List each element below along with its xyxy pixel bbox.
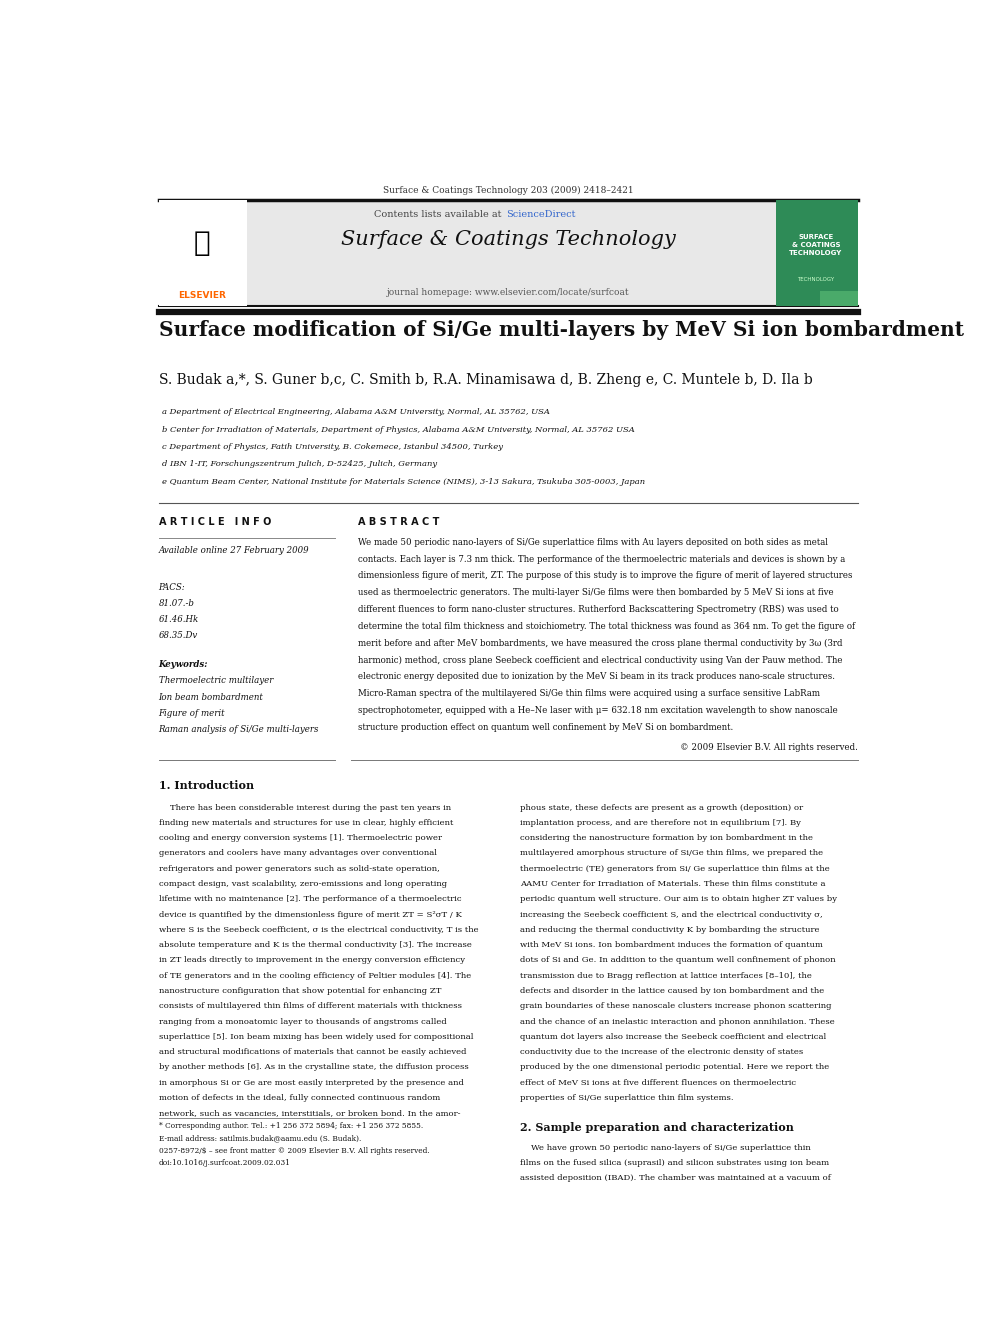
Text: network, such as vacancies, interstitials, or broken bond. In the amor-: network, such as vacancies, interstitial…	[159, 1109, 460, 1117]
Text: and structural modifications of materials that cannot be easily achieved: and structural modifications of material…	[159, 1048, 466, 1056]
Text: Thermoelectric multilayer: Thermoelectric multilayer	[159, 676, 273, 685]
Text: A B S T R A C T: A B S T R A C T	[358, 517, 439, 528]
Text: lifetime with no maintenance [2]. The performance of a thermoelectric: lifetime with no maintenance [2]. The pe…	[159, 896, 461, 904]
Text: E-mail address: satilmis.budak@aamu.edu (S. Budak).: E-mail address: satilmis.budak@aamu.edu …	[159, 1135, 361, 1143]
Text: S. Budak a,*, S. Guner b,c, C. Smith b, R.A. Minamisawa d, B. Zheng e, C. Muntel: S. Budak a,*, S. Guner b,c, C. Smith b, …	[159, 373, 812, 386]
Text: 🌳: 🌳	[194, 229, 210, 257]
Text: a Department of Electrical Engineering, Alabama A&M University, Normal, AL 35762: a Department of Electrical Engineering, …	[163, 409, 551, 417]
Text: Available online 27 February 2009: Available online 27 February 2009	[159, 546, 310, 554]
Text: grain boundaries of these nanoscale clusters increase phonon scattering: grain boundaries of these nanoscale clus…	[520, 1003, 831, 1011]
Text: electronic energy deposited due to ionization by the MeV Si beam in its track pr: electronic energy deposited due to ioniz…	[358, 672, 835, 681]
Text: b Center for Irradiation of Materials, Department of Physics, Alabama A&M Univer: b Center for Irradiation of Materials, D…	[163, 426, 635, 434]
Text: considering the nanostructure formation by ion bombardment in the: considering the nanostructure formation …	[520, 835, 812, 843]
Text: There has been considerable interest during the past ten years in: There has been considerable interest dur…	[159, 803, 450, 811]
Text: transmission due to Bragg reflection at lattice interfaces [8–10], the: transmission due to Bragg reflection at …	[520, 971, 811, 980]
Text: used as thermoelectric generators. The multi-layer Si/Ge films were then bombard: used as thermoelectric generators. The m…	[358, 589, 834, 597]
Text: increasing the Seebeck coefficient S, and the electrical conductivity σ,: increasing the Seebeck coefficient S, an…	[520, 910, 822, 918]
Text: TECHNOLOGY: TECHNOLOGY	[798, 277, 834, 282]
Text: properties of Si/Ge superlattice thin film systems.: properties of Si/Ge superlattice thin fi…	[520, 1094, 733, 1102]
Text: motion of defects in the ideal, fully connected continuous random: motion of defects in the ideal, fully co…	[159, 1094, 439, 1102]
Text: We have grown 50 periodic nano-layers of Si/Ge superlattice thin: We have grown 50 periodic nano-layers of…	[520, 1144, 810, 1152]
Text: journal homepage: www.elsevier.com/locate/surfcoat: journal homepage: www.elsevier.com/locat…	[387, 288, 630, 298]
Text: in ZT leads directly to improvement in the energy conversion efficiency: in ZT leads directly to improvement in t…	[159, 957, 464, 964]
Text: films on the fused silica (suprasil) and silicon substrates using ion beam: films on the fused silica (suprasil) and…	[520, 1159, 829, 1167]
Text: dimensionless figure of merit, ZT. The purpose of this study is to improve the f: dimensionless figure of merit, ZT. The p…	[358, 572, 853, 581]
Text: quantum dot layers also increase the Seebeck coefficient and electrical: quantum dot layers also increase the See…	[520, 1033, 826, 1041]
Text: Raman analysis of Si/Ge multi-layers: Raman analysis of Si/Ge multi-layers	[159, 725, 319, 734]
Text: * Corresponding author. Tel.: +1 256 372 5894; fax: +1 256 372 5855.: * Corresponding author. Tel.: +1 256 372…	[159, 1122, 423, 1130]
Text: produced by the one dimensional periodic potential. Here we report the: produced by the one dimensional periodic…	[520, 1064, 829, 1072]
Text: d IBN 1-IT, Forschungszentrum Julich, D-52425, Julich, Germany: d IBN 1-IT, Forschungszentrum Julich, D-…	[163, 460, 437, 468]
Text: A R T I C L E   I N F O: A R T I C L E I N F O	[159, 517, 271, 528]
Text: AAMU Center for Irradiation of Materials. These thin films constitute a: AAMU Center for Irradiation of Materials…	[520, 880, 825, 888]
Bar	[776, 200, 858, 307]
Text: c Department of Physics, Fatih University, B. Cokemece, Istanbul 34500, Turkey: c Department of Physics, Fatih Universit…	[163, 443, 503, 451]
Text: contacts. Each layer is 7.3 nm thick. The performance of the thermoelectric mate: contacts. Each layer is 7.3 nm thick. Th…	[358, 554, 846, 564]
Text: doi:10.1016/j.surfcoat.2009.02.031: doi:10.1016/j.surfcoat.2009.02.031	[159, 1159, 291, 1167]
Text: © 2009 Elsevier B.V. All rights reserved.: © 2009 Elsevier B.V. All rights reserved…	[681, 744, 858, 753]
Text: multilayered amorphous structure of Si/Ge thin films, we prepared the: multilayered amorphous structure of Si/G…	[520, 849, 823, 857]
Text: cooling and energy conversion systems [1]. Thermoelectric power: cooling and energy conversion systems [1…	[159, 835, 441, 843]
Text: 68.35.Dv: 68.35.Dv	[159, 631, 197, 640]
Text: and the chance of an inelastic interaction and phonon annihilation. These: and the chance of an inelastic interacti…	[520, 1017, 834, 1025]
Text: 61.46.Hk: 61.46.Hk	[159, 615, 198, 624]
Text: with MeV Si ions. Ion bombardment induces the formation of quantum: with MeV Si ions. Ion bombardment induce…	[520, 941, 822, 949]
Text: 0257-8972/$ – see front matter © 2009 Elsevier B.V. All rights reserved.: 0257-8972/$ – see front matter © 2009 El…	[159, 1147, 430, 1155]
Text: SURFACE
& COATINGS
TECHNOLOGY: SURFACE & COATINGS TECHNOLOGY	[790, 234, 842, 255]
Text: Surface modification of Si/Ge multi-layers by MeV Si ion bombardment: Surface modification of Si/Ge multi-laye…	[159, 320, 963, 340]
Text: of TE generators and in the cooling efficiency of Peltier modules [4]. The: of TE generators and in the cooling effi…	[159, 971, 471, 980]
Text: nanostructure configuration that show potential for enhancing ZT: nanostructure configuration that show po…	[159, 987, 441, 995]
Text: and reducing the thermal conductivity K by bombarding the structure: and reducing the thermal conductivity K …	[520, 926, 819, 934]
Text: e Quantum Beam Center, National Institute for Materials Science (NIMS), 3-13 Sak: e Quantum Beam Center, National Institut…	[163, 478, 646, 486]
Text: finding new materials and structures for use in clear, highly efficient: finding new materials and structures for…	[159, 819, 453, 827]
Text: compact design, vast scalability, zero-emissions and long operating: compact design, vast scalability, zero-e…	[159, 880, 446, 888]
Text: periodic quantum well structure. Our aim is to obtain higher ZT values by: periodic quantum well structure. Our aim…	[520, 896, 837, 904]
Text: Keywords:: Keywords:	[159, 660, 208, 669]
Text: ScienceDirect: ScienceDirect	[506, 209, 575, 218]
Text: defects and disorder in the lattice caused by ion bombardment and the: defects and disorder in the lattice caus…	[520, 987, 824, 995]
Text: superlattice [5]. Ion beam mixing has been widely used for compositional: superlattice [5]. Ion beam mixing has be…	[159, 1033, 473, 1041]
Text: Micro-Raman spectra of the multilayered Si/Ge thin films were acquired using a s: Micro-Raman spectra of the multilayered …	[358, 689, 820, 699]
Text: harmonic) method, cross plane Seebeck coefficient and electrical conductivity us: harmonic) method, cross plane Seebeck co…	[358, 655, 843, 664]
Text: absolute temperature and K is the thermal conductivity [3]. The increase: absolute temperature and K is the therma…	[159, 941, 471, 949]
Bar	[159, 200, 247, 307]
Text: ELSEVIER: ELSEVIER	[179, 291, 226, 300]
Text: Contents lists available at: Contents lists available at	[374, 209, 505, 218]
Text: Surface & Coatings Technology: Surface & Coatings Technology	[341, 230, 676, 249]
Text: dots of Si and Ge. In addition to the quantum well confinement of phonon: dots of Si and Ge. In addition to the qu…	[520, 957, 835, 964]
Text: PACS:: PACS:	[159, 582, 186, 591]
Text: consists of multilayered thin films of different materials with thickness: consists of multilayered thin films of d…	[159, 1003, 461, 1011]
Text: merit before and after MeV bombardments, we have measured the cross plane therma: merit before and after MeV bombardments,…	[358, 639, 843, 648]
Text: different fluences to form nano-cluster structures. Rutherford Backscattering Sp: different fluences to form nano-cluster …	[358, 605, 839, 614]
Text: assisted deposition (IBAD). The chamber was maintained at a vacuum of: assisted deposition (IBAD). The chamber …	[520, 1175, 831, 1183]
Text: in amorphous Si or Ge are most easily interpreted by the presence and: in amorphous Si or Ge are most easily in…	[159, 1078, 463, 1086]
Text: Surface & Coatings Technology 203 (2009) 2418–2421: Surface & Coatings Technology 203 (2009)…	[383, 187, 634, 196]
Text: 1. Introduction: 1. Introduction	[159, 781, 254, 791]
Text: generators and coolers have many advantages over conventional: generators and coolers have many advanta…	[159, 849, 436, 857]
Text: thermoelectric (TE) generators from Si/ Ge superlattice thin films at the: thermoelectric (TE) generators from Si/ …	[520, 865, 829, 873]
Bar	[159, 200, 858, 307]
Text: spectrophotometer, equipped with a He–Ne laser with μ= 632.18 nm excitation wave: spectrophotometer, equipped with a He–Ne…	[358, 705, 838, 714]
Text: effect of MeV Si ions at five different fluences on thermoelectric: effect of MeV Si ions at five different …	[520, 1078, 796, 1086]
Text: where S is the Seebeck coefficient, σ is the electrical conductivity, T is the: where S is the Seebeck coefficient, σ is…	[159, 926, 478, 934]
Text: We made 50 periodic nano-layers of Si/Ge superlattice films with Au layers depos: We made 50 periodic nano-layers of Si/Ge…	[358, 537, 828, 546]
Text: structure production effect on quantum well confinement by MeV Si on bombardment: structure production effect on quantum w…	[358, 722, 734, 732]
Text: conductivity due to the increase of the electronic density of states: conductivity due to the increase of the …	[520, 1048, 804, 1056]
Text: phous state, these defects are present as a growth (deposition) or: phous state, these defects are present a…	[520, 803, 804, 811]
Bar	[819, 291, 858, 307]
Text: by another methods [6]. As in the crystalline state, the diffusion process: by another methods [6]. As in the crysta…	[159, 1064, 468, 1072]
Text: refrigerators and power generators such as solid-state operation,: refrigerators and power generators such …	[159, 865, 439, 873]
Text: 81.07.-b: 81.07.-b	[159, 599, 194, 607]
Text: ranging from a monoatomic layer to thousands of angstroms called: ranging from a monoatomic layer to thous…	[159, 1017, 446, 1025]
Text: implantation process, and are therefore not in equilibrium [7]. By: implantation process, and are therefore …	[520, 819, 801, 827]
Text: device is quantified by the dimensionless figure of merit ZT = S²σT / K: device is quantified by the dimensionles…	[159, 910, 461, 918]
Text: 2. Sample preparation and characterization: 2. Sample preparation and characterizati…	[520, 1122, 794, 1134]
Text: Ion beam bombardment: Ion beam bombardment	[159, 692, 264, 701]
Text: determine the total film thickness and stoichiometry. The total thickness was fo: determine the total film thickness and s…	[358, 622, 856, 631]
Text: Figure of merit: Figure of merit	[159, 709, 225, 718]
